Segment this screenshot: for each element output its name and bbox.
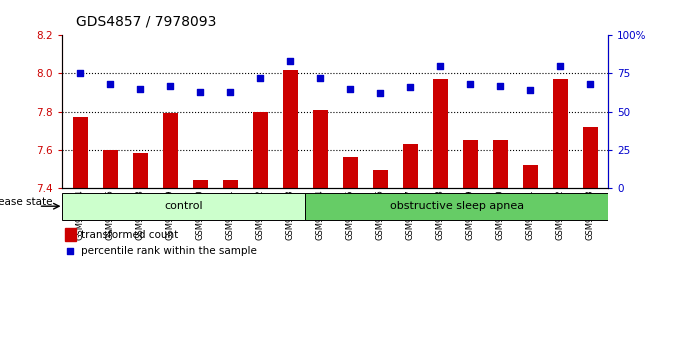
Bar — [522, 165, 538, 188]
Bar — [462, 140, 477, 188]
Point — [75, 70, 86, 76]
Text: control: control — [164, 201, 203, 211]
Point — [254, 75, 265, 81]
Point — [405, 84, 416, 90]
Bar — [283, 70, 298, 188]
Bar — [223, 180, 238, 188]
Bar — [162, 113, 178, 188]
Bar — [433, 79, 448, 188]
Point — [104, 81, 115, 87]
Bar — [493, 140, 508, 188]
Bar — [403, 144, 417, 188]
Point — [195, 89, 206, 95]
Bar — [133, 153, 148, 188]
Point — [345, 86, 356, 92]
Bar — [312, 110, 328, 188]
Text: obstructive sleep apnea: obstructive sleep apnea — [390, 201, 524, 211]
Bar — [103, 150, 117, 188]
Point — [585, 81, 596, 87]
Bar — [253, 112, 267, 188]
Point — [225, 89, 236, 95]
Bar — [62, 193, 305, 220]
Point — [314, 75, 325, 81]
Point — [495, 83, 506, 88]
Point — [555, 63, 566, 69]
Bar — [583, 127, 598, 188]
Bar — [372, 171, 388, 188]
Bar — [193, 180, 208, 188]
Text: GDS4857 / 7978093: GDS4857 / 7978093 — [76, 14, 216, 28]
Bar — [73, 117, 88, 188]
Point — [285, 58, 296, 64]
Text: percentile rank within the sample: percentile rank within the sample — [82, 246, 257, 256]
Bar — [343, 157, 358, 188]
Bar — [65, 228, 76, 241]
Point — [524, 87, 536, 93]
Text: disease state: disease state — [0, 197, 52, 207]
Point — [435, 63, 446, 69]
Point — [375, 90, 386, 96]
Point — [65, 249, 76, 254]
Bar — [305, 193, 608, 220]
Point — [164, 83, 176, 88]
Point — [464, 81, 475, 87]
Point — [135, 86, 146, 92]
Bar — [553, 79, 567, 188]
Text: transformed count: transformed count — [82, 230, 178, 240]
